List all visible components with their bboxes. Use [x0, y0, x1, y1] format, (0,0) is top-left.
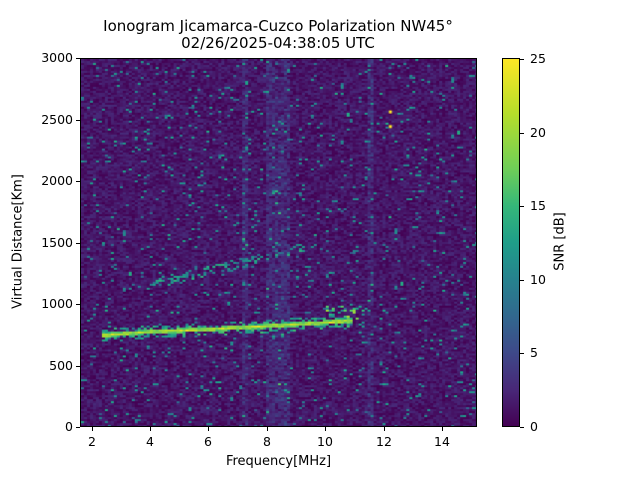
x-tick-label: 12 [376, 434, 392, 449]
x-tick [325, 427, 326, 431]
colorbar-tick [520, 353, 524, 354]
y-tick [76, 427, 80, 428]
colorbar-label: SNR [dB] [552, 212, 568, 271]
y-tick [76, 366, 80, 367]
x-tick-label: 10 [317, 434, 333, 449]
colorbar-tick [520, 206, 524, 207]
y-tick-label: 0 [65, 419, 73, 434]
colorbar-tick-label: 20 [530, 125, 546, 140]
chart-subtitle: 02/26/2025-04:38:05 UTC [181, 34, 375, 52]
colorbar-tick-label: 10 [530, 272, 546, 287]
y-tick [76, 304, 80, 305]
y-tick [76, 243, 80, 244]
x-tick [267, 427, 268, 431]
y-axis-label: Virtual Distance[Km] [10, 174, 26, 309]
x-tick-label: 6 [204, 434, 212, 449]
x-tick-label: 8 [263, 434, 271, 449]
y-tick [76, 181, 80, 182]
y-tick-label: 2000 [41, 173, 73, 188]
y-tick-label: 2500 [41, 112, 73, 127]
x-tick [208, 427, 209, 431]
colorbar-tick [520, 280, 524, 281]
x-tick [442, 427, 443, 431]
y-tick-label: 1000 [41, 296, 73, 311]
y-tick-label: 1500 [41, 235, 73, 250]
x-tick-label: 14 [434, 434, 450, 449]
colorbar-tick-label: 5 [530, 345, 538, 360]
x-tick-label: 2 [88, 434, 96, 449]
x-tick-label: 4 [146, 434, 154, 449]
colorbar-tick-label: 25 [530, 51, 546, 66]
colorbar-tick-label: 0 [530, 419, 538, 434]
colorbar [502, 58, 520, 427]
x-tick [384, 427, 385, 431]
x-tick [92, 427, 93, 431]
x-tick [150, 427, 151, 431]
y-tick-label: 500 [49, 358, 73, 373]
ionogram-plot-area [80, 58, 477, 427]
colorbar-tick-label: 15 [530, 198, 546, 213]
colorbar-tick [520, 133, 524, 134]
ionogram-heatmap [81, 59, 476, 426]
x-axis-label: Frequency[MHz] [225, 454, 332, 469]
y-tick-label: 3000 [41, 50, 73, 65]
y-tick [76, 58, 80, 59]
y-tick [76, 120, 80, 121]
colorbar-tick [520, 59, 524, 60]
colorbar-tick [520, 427, 524, 428]
chart-title: Ionogram Jicamarca-Cuzco Polarization NW… [103, 17, 453, 35]
